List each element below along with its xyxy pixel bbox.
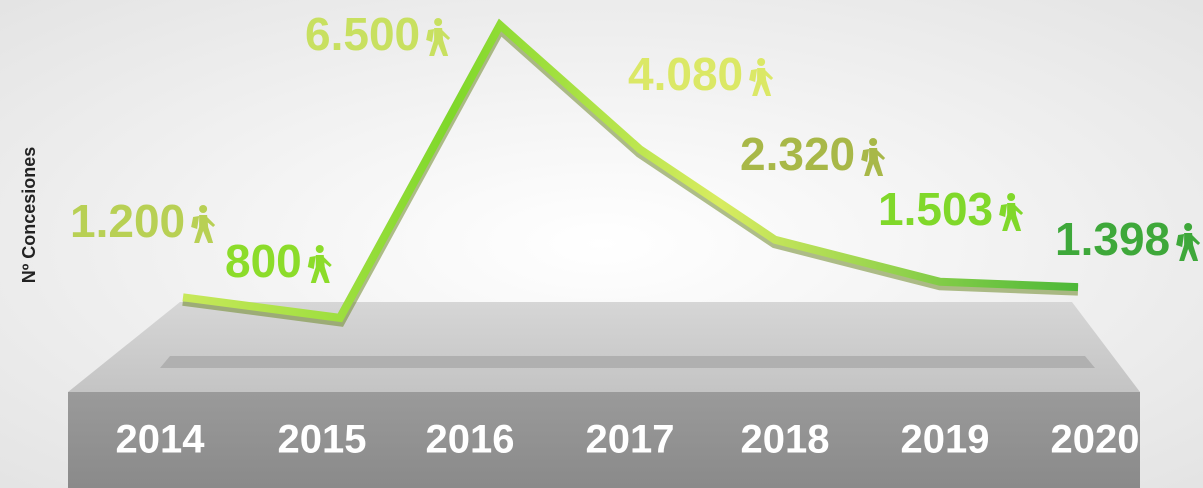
hiker-icon [191, 205, 216, 243]
hiker-body [999, 203, 1024, 231]
hiker-head [1184, 223, 1193, 231]
hiker-body [861, 148, 886, 176]
hiker-icon [999, 193, 1024, 231]
data-label: 4.080 [628, 48, 743, 100]
data-label: 6.500 [305, 8, 420, 60]
hiker-head [1007, 193, 1016, 201]
platform-slot [160, 356, 1095, 368]
data-label: 1.200 [70, 195, 185, 247]
hiker-body [426, 28, 451, 56]
platform-front [68, 392, 1140, 488]
hiker-icon [861, 138, 886, 176]
platform-top [68, 302, 1140, 392]
hiker-body [307, 255, 332, 283]
data-label: 800 [225, 235, 302, 287]
hiker-body [1176, 233, 1201, 261]
data-label: 1.398 [1055, 213, 1170, 265]
hiker-icon [307, 245, 332, 283]
hiker-head [757, 58, 766, 66]
x-tick-label: 2019 [901, 418, 990, 462]
hiker-body [749, 68, 774, 96]
line [182, 18, 1079, 323]
x-tick-label: 2020 [1051, 418, 1140, 462]
data-label: 1.503 [878, 183, 993, 235]
x-tick-label: 2018 [741, 418, 830, 462]
x-tick-label: 2015 [278, 418, 367, 462]
hiker-icon [1176, 223, 1201, 261]
x-tick-label: 2017 [586, 418, 675, 462]
hiker-head [869, 138, 878, 146]
hiker-icon [749, 58, 774, 96]
hiker-icon [426, 18, 451, 56]
y-axis-label: Nº Concesiones [19, 147, 39, 284]
hiker-body [191, 215, 216, 243]
x-tick-label: 2016 [426, 418, 515, 462]
hiker-head [199, 205, 208, 213]
hiker-head [315, 245, 324, 253]
x-tick-label: 2014 [116, 418, 206, 462]
data-label: 2.320 [740, 128, 855, 180]
hiker-head [434, 18, 443, 26]
